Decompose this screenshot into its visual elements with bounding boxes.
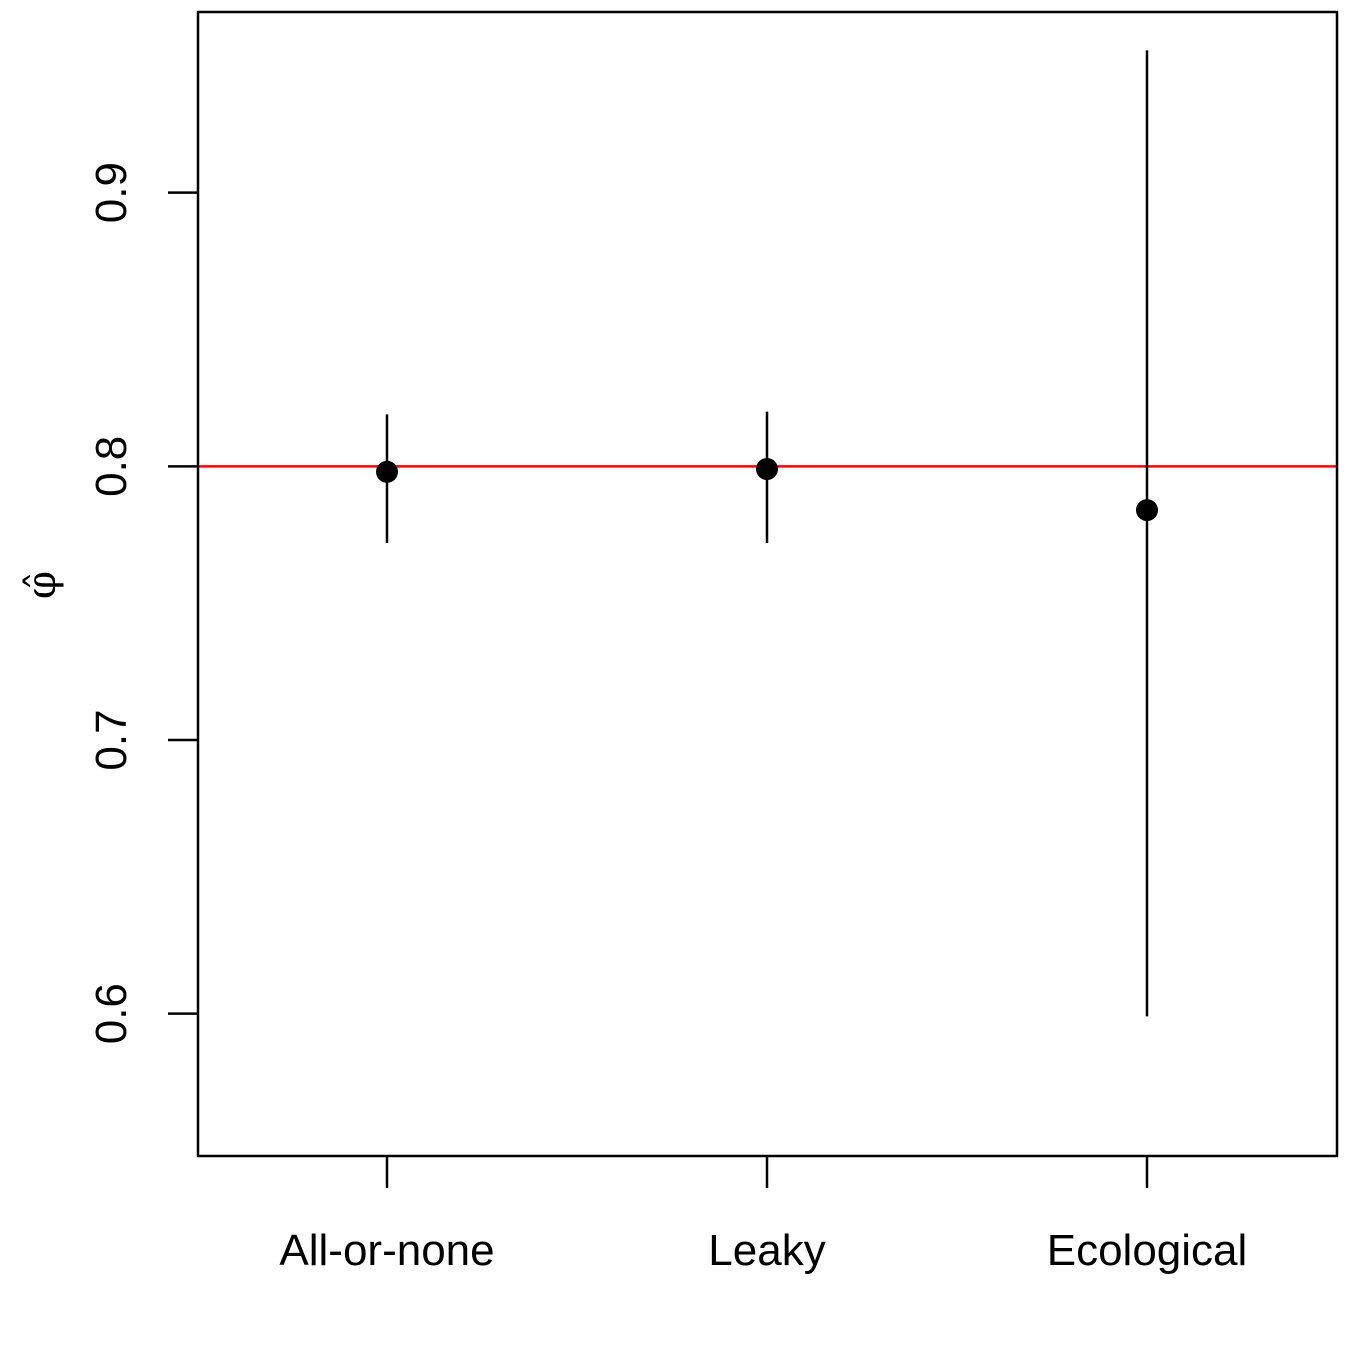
x-tick-label: Ecological bbox=[1047, 1226, 1248, 1275]
y-tick-label: 0.6 bbox=[87, 983, 136, 1044]
x-tick-label: All-or-none bbox=[279, 1226, 494, 1275]
plot-frame bbox=[196, 10, 1339, 1158]
y-tick-label: 0.7 bbox=[87, 709, 136, 770]
y-axis-label: φ̂ bbox=[19, 571, 65, 599]
data-point bbox=[376, 460, 398, 483]
data-marks bbox=[376, 50, 1158, 1017]
x-axis: All-or-none Leaky Ecological bbox=[279, 1156, 1247, 1275]
y-tick-label: 0.9 bbox=[87, 162, 136, 223]
x-tick-label: Leaky bbox=[708, 1226, 825, 1275]
data-point bbox=[756, 458, 778, 481]
y-tick-label: 0.8 bbox=[87, 436, 136, 497]
data-point bbox=[1136, 499, 1158, 522]
y-axis: 0.6 0.7 0.8 0.9 bbox=[87, 162, 198, 1044]
